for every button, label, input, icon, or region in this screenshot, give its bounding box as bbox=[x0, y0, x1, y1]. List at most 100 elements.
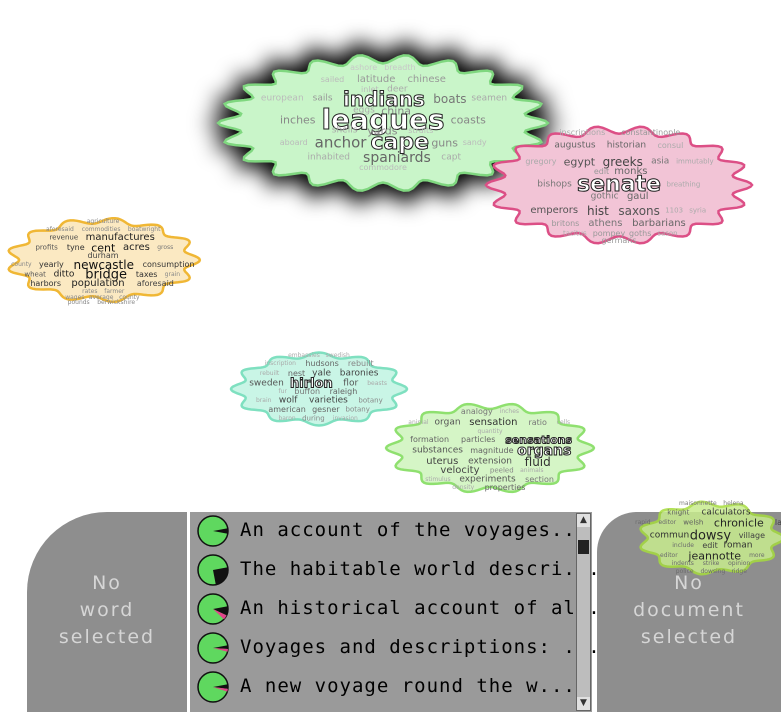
cloud-word[interactable]: baron bbox=[278, 414, 296, 422]
cloud-word[interactable]: aforesaid bbox=[136, 279, 174, 289]
cloud-word[interactable]: deer bbox=[387, 84, 408, 95]
cloud-word[interactable]: inscriptions bbox=[559, 128, 606, 137]
cloud-word[interactable]: animals bbox=[520, 467, 544, 474]
cloud-word[interactable]: rapid bbox=[635, 519, 651, 527]
cloud-word[interactable]: immutably bbox=[676, 157, 714, 166]
cloud-word[interactable]: flor bbox=[343, 378, 359, 389]
cloud-word[interactable]: velocity bbox=[440, 465, 480, 476]
cloud-word[interactable]: animal bbox=[408, 419, 429, 426]
cloud-word[interactable]: inhabited bbox=[307, 152, 350, 162]
topic-cloud-organs[interactable]: analogy inches animal organ sensation ratio ce… bbox=[384, 398, 596, 498]
topic-cloud-jeannotte[interactable]: maisonnette helena knight calculators rapid e… bbox=[635, 497, 781, 579]
cloud-word[interactable]: extension bbox=[468, 456, 512, 467]
cloud-word[interactable]: breathing bbox=[666, 180, 701, 189]
document-row[interactable]: An historical account of al... bbox=[190, 590, 612, 630]
cloud-word[interactable]: sailed bbox=[320, 74, 345, 84]
cloud-word[interactable]: knight bbox=[667, 508, 690, 517]
cloud-word[interactable]: berwickshire bbox=[97, 299, 136, 307]
cloud-word[interactable]: maisonnette bbox=[678, 499, 717, 507]
cloud-word[interactable]: uterus bbox=[426, 456, 459, 467]
cloud-word[interactable]: boats bbox=[433, 92, 467, 106]
cloud-word[interactable]: coasts bbox=[450, 113, 486, 127]
cloud-word[interactable]: yale bbox=[312, 368, 332, 379]
cloud-word[interactable]: wages bbox=[65, 293, 85, 301]
cloud-word[interactable]: hirlon bbox=[290, 376, 334, 392]
cloud-word[interactable]: helena bbox=[723, 499, 744, 507]
cloud-word[interactable]: yards bbox=[367, 124, 398, 137]
cloud-word[interactable]: yearly bbox=[38, 259, 64, 269]
cloud-word[interactable]: formation bbox=[410, 435, 450, 444]
cloud-word[interactable]: gregory bbox=[525, 156, 557, 166]
cloud-word[interactable]: brain bbox=[255, 397, 272, 405]
scroll-up-icon[interactable]: ▲ bbox=[577, 514, 590, 527]
cloud-word[interactable]: china bbox=[381, 104, 412, 118]
cloud-word[interactable]: emperors bbox=[530, 205, 579, 216]
cloud-word[interactable]: latitude bbox=[356, 73, 396, 85]
cloud-word[interactable]: bishops bbox=[537, 179, 572, 190]
topic-cloud-senate[interactable]: inscriptions constantinople augustus histor… bbox=[484, 120, 754, 250]
cloud-word[interactable]: egypt bbox=[563, 155, 596, 169]
cloud-word[interactable]: village bbox=[738, 531, 766, 541]
cloud-word[interactable]: cells bbox=[556, 419, 571, 426]
cloud-word[interactable]: eggs bbox=[353, 105, 375, 116]
cloud-word[interactable]: inches bbox=[279, 113, 316, 127]
cloud-word[interactable]: sails bbox=[312, 93, 333, 104]
cloud-word[interactable]: durham bbox=[87, 251, 119, 261]
cloud-word[interactable]: raleigh bbox=[329, 387, 358, 397]
cloud-word[interactable]: botany bbox=[345, 405, 370, 414]
cloud-word[interactable]: beasts bbox=[367, 380, 387, 388]
cloud-word[interactable]: analogy bbox=[460, 407, 493, 416]
cloud-word[interactable]: shells bbox=[331, 125, 358, 135]
cloud-word[interactable]: barbarians bbox=[632, 218, 686, 229]
cloud-word[interactable]: gross bbox=[157, 243, 174, 251]
cloud-word[interactable]: gaul bbox=[626, 190, 649, 202]
cloud-word[interactable]: ratio bbox=[528, 418, 547, 427]
topic-cloud-hirlon[interactable]: embassies swedish inscription hudsons rebuil… bbox=[229, 348, 409, 430]
document-row[interactable]: The habitable world descri... bbox=[190, 551, 600, 591]
cloud-word[interactable]: farmer bbox=[104, 287, 125, 295]
cloud-word[interactable]: organs bbox=[517, 443, 572, 459]
cloud-word[interactable]: taxes bbox=[135, 270, 158, 280]
cloud-word[interactable]: greeks bbox=[602, 154, 643, 169]
cloud-word[interactable]: anchor bbox=[314, 133, 367, 151]
cloud-word[interactable]: gothic bbox=[590, 191, 619, 202]
cloud-word[interactable]: tyne bbox=[66, 242, 85, 252]
scroll-down-icon[interactable]: ▼ bbox=[577, 697, 590, 710]
cloud-word[interactable]: saxons bbox=[618, 204, 660, 218]
document-title[interactable]: An historical account of al... bbox=[240, 597, 614, 619]
cloud-word[interactable]: invasion bbox=[332, 414, 358, 422]
cloud-word[interactable]: aboard bbox=[279, 137, 308, 147]
cloud-word[interactable]: substances bbox=[412, 445, 463, 456]
document-title[interactable]: The habitable world descri... bbox=[240, 558, 601, 580]
cloud-word[interactable]: county bbox=[11, 260, 32, 268]
cloud-word[interactable]: 1103 bbox=[665, 206, 684, 215]
cloud-word[interactable]: ditto bbox=[53, 269, 75, 280]
cloud-word[interactable]: grain bbox=[164, 271, 181, 279]
cloud-word[interactable]: nest bbox=[287, 369, 306, 379]
cloud-word[interactable]: jeannotte bbox=[688, 549, 742, 563]
cloud-word[interactable]: edit bbox=[593, 167, 610, 176]
cloud-word[interactable]: strike bbox=[702, 560, 720, 568]
cloud-word[interactable]: organ bbox=[434, 417, 461, 428]
cloud-word[interactable]: botany bbox=[358, 396, 383, 405]
cloud-word[interactable]: inlet bbox=[361, 85, 379, 94]
cloud-word[interactable]: sweden bbox=[249, 378, 284, 389]
cloud-word[interactable]: buffon bbox=[294, 387, 321, 397]
cloud-word[interactable]: sandy bbox=[462, 137, 487, 147]
cloud-word[interactable]: stimulus bbox=[425, 476, 451, 483]
cloud-word[interactable]: athens bbox=[588, 218, 623, 229]
cloud-word[interactable]: ashore bbox=[350, 62, 378, 72]
cloud-word[interactable]: properties bbox=[484, 483, 526, 492]
cloud-word[interactable]: dowsy bbox=[689, 528, 732, 544]
cloud-word[interactable]: density bbox=[452, 484, 475, 491]
cloud-word[interactable]: roman bbox=[723, 540, 753, 551]
cloud-word[interactable]: syria bbox=[689, 206, 707, 215]
cloud-word[interactable]: during bbox=[302, 414, 325, 423]
cloud-word[interactable]: indents bbox=[671, 560, 694, 568]
cloud-word[interactable]: average bbox=[88, 293, 114, 301]
cloud-word[interactable]: magnitude bbox=[470, 446, 514, 455]
cloud-word[interactable]: rebuilt bbox=[259, 370, 280, 378]
cloud-word[interactable]: boatwright bbox=[127, 225, 161, 233]
cloud-word[interactable]: straits bbox=[408, 125, 434, 135]
cloud-word[interactable]: editor bbox=[658, 519, 677, 527]
